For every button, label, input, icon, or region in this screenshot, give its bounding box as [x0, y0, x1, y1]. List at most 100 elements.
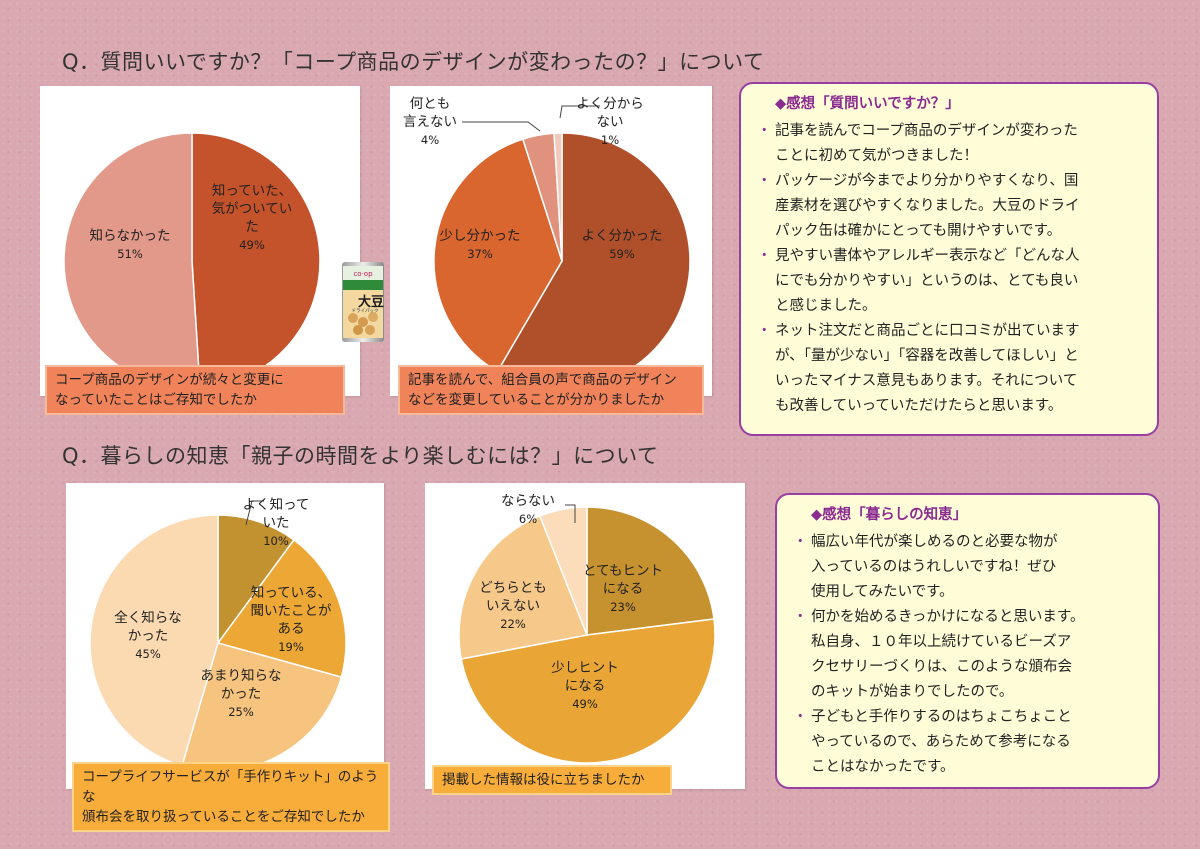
slice-value-label: 4%: [421, 133, 439, 147]
caption-line: コープ商品のデザインが続々と変更に: [55, 372, 284, 388]
slice-value-label: 1%: [601, 133, 619, 147]
comment-item: 何かを始めるきっかけになると思います。私自身、１０年以上続けているビーズアクセサ…: [793, 605, 1144, 705]
slice-value-label: 51%: [117, 247, 143, 261]
comment-line: ネット注文だと商品ごとに口コミが出ています: [775, 323, 1080, 339]
slice-label: 少しヒント: [551, 660, 619, 676]
slice-label: かった: [221, 686, 262, 702]
can-label: 大豆: [358, 294, 384, 310]
slice-label: かった: [128, 628, 169, 644]
can-sublabel: ドライパック: [352, 308, 379, 314]
pie-slice: [216, 538, 347, 679]
slice-value-label: 49%: [572, 697, 598, 711]
slice-value-label: 59%: [609, 247, 635, 261]
pie-slice: [217, 514, 295, 646]
comment-line: やっているので、あらためて参考になる: [811, 734, 1071, 750]
slice-label: 全く知らな: [114, 609, 182, 626]
slice-label: 少し分かった: [440, 228, 521, 244]
comment-list: 記事を読んでコープ商品のデザインが変わったことに初めて気がつきました！パッケージ…: [757, 119, 1143, 419]
slice-label: 知っている、: [251, 584, 331, 601]
chart-panel-design-awareness: 知っていた、 気がついていた 49% 知らなかった 51%: [40, 86, 360, 396]
comment-box-design: ◆感想「質問いいですか？」 記事を読んでコープ商品のデザインが変わったことに初め…: [739, 82, 1159, 436]
comment-line: も改善していっていただけたらと思います。: [775, 398, 1063, 414]
caption-line: 記事を読んで、組合員の声で商品のデザイン: [408, 372, 677, 388]
pie-slice: [433, 138, 563, 373]
soybean-can-image: co·op 大豆 ドライパック: [342, 262, 384, 342]
slice-value-label: 22%: [500, 617, 526, 631]
slice-label: 言えない: [403, 114, 457, 130]
pie-chart-usefulness: とてもヒントになる23%少しヒントになる49%どちらともいえない22%ならない6…: [458, 493, 716, 764]
slice-value-label: 10%: [263, 534, 289, 548]
comment-line: 見やすい書体やアレルギー表示など「どんな人: [775, 248, 1080, 264]
chart-panel-usefulness: とてもヒント になる 23% 少しヒント になる 49% どちらとも いえない 22% ならない 6…: [425, 483, 745, 789]
slice-value-label: 6%: [519, 512, 537, 526]
comment-box-title: ◆感想「質問いいですか？」: [775, 96, 960, 112]
comment-line: のキットが始まりでしたので。: [811, 684, 1014, 700]
chart-panel-kit-awareness: よく知って いた 10% 知っている、 聞いたことが ある 19% あまり知らな かった 25% 全…: [66, 483, 384, 789]
comment-box-kurashi: ◆感想「暮らしの知恵」 幅広い年代が楽しめるのと必要な物が入っているのはうれしい…: [775, 493, 1160, 789]
question-title-1: Q．質問いいですか？「コープ商品のデザインが変わったの？」について: [62, 50, 765, 74]
slice-value-label: 49%: [239, 238, 265, 252]
comment-line: が、「量が少ない」「容器を改善してほしい」と: [775, 348, 1079, 364]
comment-line: 産素材を選びやすくなりました。大豆のドライ: [775, 198, 1080, 214]
comment-line: 何かを始めるきっかけになると思います。: [811, 609, 1085, 625]
chart-caption-kit-awareness: コープライフサービスが「手作りキット」のような 頒布会を取り扱っていることをご存…: [72, 762, 390, 832]
slice-label: いえない: [486, 598, 540, 614]
pie-slice: [191, 132, 321, 390]
leader-line: [565, 504, 576, 523]
slice-label: た: [245, 219, 259, 235]
slice-value-label: 23%: [610, 600, 636, 614]
pie-chart-kit-awareness: よく知っていた10%知っている、聞いたことがある19%あまり知らなかった25%全…: [89, 496, 347, 772]
comment-item: パッケージが今までより分かりやすくなり、国産素材を選びやすくなりました。大豆のド…: [757, 169, 1143, 244]
comment-item: 見やすい書体やアレルギー表示など「どんな人にでも分かりやすい」というのは、とても…: [757, 244, 1143, 319]
pie-slice: [63, 132, 201, 390]
comment-item: 子どもと手作りするのはちょこちょことやっているので、あらためて参考になることはな…: [793, 705, 1144, 780]
slice-label: よく分から: [576, 96, 644, 112]
slice-label: いた: [263, 515, 290, 531]
question-title-2: Q．暮らしの知恵「親子の時間をより楽しむには？」について: [62, 444, 659, 468]
slice-label: 気がついてい: [212, 201, 293, 217]
slice-label: 何とも: [410, 96, 451, 112]
comment-line: パッケージが今までより分かりやすくなり、国: [775, 173, 1079, 189]
pie-slice: [553, 132, 563, 262]
comment-line: いったマイナス意見もあります。それについて: [775, 373, 1078, 389]
comment-line: クセサリーづくりは、このような頒布会: [811, 659, 1072, 675]
slice-label: あまり知らな: [201, 667, 282, 684]
pie-slice: [460, 618, 716, 764]
slice-label: 聞いたことが: [251, 603, 332, 619]
comment-line: 使用してみたいです。: [811, 584, 954, 600]
slice-value-label: 25%: [228, 705, 254, 719]
slice-label: よく知って: [243, 496, 310, 513]
leader-line: [245, 500, 264, 526]
can-logo: co·op: [353, 270, 373, 278]
slice-label: よく分かった: [582, 228, 663, 244]
comment-line: パック缶は確かにとっても開けやすいです。: [775, 223, 1062, 239]
comment-line: 入っているのはうれしいですね！ぜひ: [811, 559, 1057, 575]
slice-label: になる: [565, 678, 606, 694]
comment-box-title: ◆感想「暮らしの知恵」: [811, 507, 968, 523]
chart-caption-usefulness: 掲載した情報は役に立ちましたか: [432, 765, 672, 795]
comment-line: と感じました。: [775, 298, 877, 314]
pie-slice: [586, 506, 715, 636]
comment-item: 幅広い年代が楽しめるのと必要な物が入っているのはうれしいですね！ぜひ使用してみた…: [793, 530, 1144, 605]
slice-label: ない: [597, 114, 624, 130]
slice-label: ならない: [501, 493, 555, 509]
pie-slice: [458, 515, 589, 660]
leader-line: [462, 121, 541, 132]
comment-line: ことはなかったです。: [811, 759, 955, 775]
comment-line: にでも分かりやすい」というのは、とても良い: [775, 273, 1079, 289]
slice-value-label: 45%: [135, 647, 161, 661]
pie-slice: [538, 506, 588, 636]
slice-label: になる: [603, 581, 644, 597]
slice-value-label: 37%: [467, 247, 493, 261]
caption-line: などを変更していることが分かりましたか: [408, 392, 665, 408]
comment-item: ネット注文だと商品ごとに口コミが出ていますが、「量が少ない」「容器を改善してほし…: [757, 319, 1143, 419]
slice-value-label: 19%: [278, 640, 304, 654]
comment-line: 記事を読んでコープ商品のデザインが変わった: [775, 123, 1078, 139]
chart-caption-member-voice: 記事を読んで、組合員の声で商品のデザイン などを変更していることが分かりましたか: [398, 365, 704, 415]
pie-slice: [89, 514, 219, 767]
chart-caption-design-awareness: コープ商品のデザインが続々と変更に なっていたことはご存知でしたか: [45, 365, 345, 415]
leader-line: [559, 105, 600, 119]
caption-line: 頒布会を取り扱っていることをご存知でしたか: [82, 809, 365, 825]
